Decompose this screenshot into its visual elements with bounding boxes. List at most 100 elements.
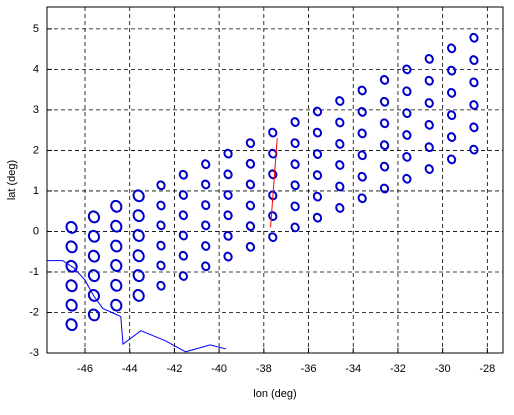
footprint bbox=[290, 180, 300, 191]
y-tick-label: -2 bbox=[29, 306, 39, 318]
footprint bbox=[110, 298, 123, 312]
footprint bbox=[312, 170, 323, 181]
x-tick-label: -44 bbox=[122, 363, 138, 375]
plot-frame bbox=[46, 6, 504, 354]
x-tick-label: -32 bbox=[390, 363, 406, 375]
footprint bbox=[402, 108, 412, 119]
footprint bbox=[132, 289, 145, 302]
footprint bbox=[446, 154, 457, 165]
footprint bbox=[312, 127, 323, 138]
footprint bbox=[110, 278, 123, 292]
footprint bbox=[379, 183, 390, 194]
footprint bbox=[379, 96, 390, 107]
footprint bbox=[268, 211, 278, 221]
footprint bbox=[201, 241, 211, 251]
footprint bbox=[268, 190, 278, 201]
footprint bbox=[110, 199, 123, 213]
footprint bbox=[132, 249, 145, 263]
footprint bbox=[402, 130, 412, 140]
footprint bbox=[223, 169, 233, 180]
x-tick-label: -38 bbox=[256, 363, 272, 375]
y-axis-label: lat (deg) bbox=[6, 160, 18, 200]
y-tick-label: 4 bbox=[33, 63, 39, 75]
footprint bbox=[357, 193, 367, 204]
footprint bbox=[156, 180, 166, 191]
footprint bbox=[379, 75, 390, 85]
x-tick-label: -36 bbox=[301, 363, 317, 375]
footprint bbox=[402, 86, 412, 97]
footprint bbox=[110, 239, 123, 253]
footprint bbox=[156, 260, 166, 271]
footprint bbox=[178, 169, 188, 180]
x-tick-label: -46 bbox=[77, 363, 93, 375]
footprint bbox=[178, 230, 188, 241]
footprint bbox=[223, 148, 233, 159]
y-tick-label: -3 bbox=[29, 347, 39, 359]
footprint bbox=[312, 191, 323, 202]
footprint bbox=[245, 179, 256, 190]
footprint bbox=[268, 127, 278, 138]
footprint bbox=[402, 173, 412, 184]
footprint bbox=[312, 149, 323, 159]
footprint bbox=[268, 169, 278, 180]
line bbox=[47, 260, 226, 353]
footprint bbox=[312, 212, 323, 223]
footprint bbox=[87, 249, 101, 263]
footprint bbox=[110, 219, 123, 233]
footprint bbox=[424, 164, 434, 174]
footprint bbox=[245, 221, 256, 232]
y-tick-label: 0 bbox=[33, 225, 39, 237]
footprint bbox=[446, 43, 457, 54]
y-tick-label: 2 bbox=[33, 144, 39, 156]
y-tick-label: 1 bbox=[33, 185, 39, 197]
x-tick-label: -40 bbox=[211, 363, 227, 375]
footprint bbox=[290, 138, 300, 149]
footprint bbox=[290, 201, 300, 212]
footprint bbox=[132, 189, 145, 203]
footprint bbox=[357, 85, 367, 96]
footprint bbox=[223, 251, 233, 262]
x-tick-label: -42 bbox=[166, 363, 182, 375]
footprint bbox=[357, 107, 367, 117]
footprint bbox=[156, 280, 166, 291]
footprint bbox=[357, 171, 367, 182]
footprint bbox=[357, 128, 367, 139]
y-tick-label: 3 bbox=[33, 104, 39, 116]
footprint bbox=[65, 279, 78, 293]
footprint bbox=[201, 261, 211, 272]
footprint bbox=[156, 240, 166, 251]
footprint bbox=[65, 259, 78, 273]
footprint bbox=[245, 158, 256, 169]
footprint bbox=[65, 298, 78, 312]
footprint bbox=[335, 181, 345, 192]
x-tick-label: -30 bbox=[435, 363, 451, 375]
footprint bbox=[65, 240, 78, 254]
footprint bbox=[245, 200, 256, 211]
x-tick-label: -28 bbox=[479, 363, 495, 375]
footprint bbox=[65, 318, 78, 332]
footprint bbox=[357, 150, 367, 161]
footprint bbox=[469, 55, 479, 65]
footprint bbox=[424, 98, 434, 108]
footprint bbox=[469, 77, 479, 88]
footprint bbox=[178, 271, 188, 281]
footprint bbox=[424, 53, 434, 64]
footprint bbox=[87, 210, 101, 224]
footprint bbox=[245, 138, 256, 149]
footprint bbox=[402, 152, 412, 162]
footprint bbox=[290, 222, 300, 233]
footprint bbox=[446, 65, 457, 76]
footprint bbox=[379, 140, 390, 151]
footprint bbox=[290, 117, 300, 127]
footprint bbox=[335, 139, 345, 149]
footprint bbox=[132, 269, 145, 283]
footprint bbox=[335, 160, 345, 170]
footprint bbox=[201, 179, 211, 190]
footprint bbox=[87, 308, 101, 322]
footprint bbox=[335, 203, 345, 213]
y-tick-label: 5 bbox=[33, 23, 39, 35]
footprint bbox=[469, 32, 479, 43]
footprint bbox=[290, 159, 300, 170]
footprint bbox=[110, 259, 123, 272]
